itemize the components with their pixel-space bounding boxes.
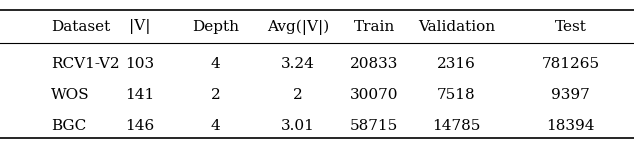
Text: Avg(|V|): Avg(|V|): [267, 19, 329, 35]
Text: 141: 141: [125, 88, 154, 102]
Text: 781265: 781265: [541, 57, 600, 71]
Text: RCV1-V2: RCV1-V2: [51, 57, 119, 71]
Text: 30070: 30070: [350, 88, 398, 102]
Text: Depth: Depth: [192, 20, 239, 34]
Text: Test: Test: [555, 20, 586, 34]
Text: 103: 103: [125, 57, 154, 71]
Text: 14785: 14785: [432, 119, 481, 133]
Text: |V|: |V|: [129, 19, 150, 35]
Text: 2: 2: [293, 88, 303, 102]
Text: 18394: 18394: [547, 119, 595, 133]
Text: 2316: 2316: [437, 57, 476, 71]
Text: 4: 4: [210, 57, 221, 71]
Text: BGC: BGC: [51, 119, 86, 133]
Text: Validation: Validation: [418, 20, 495, 34]
Text: 9397: 9397: [551, 88, 590, 102]
Text: 4: 4: [210, 119, 221, 133]
Text: 2: 2: [210, 88, 221, 102]
Text: 20833: 20833: [350, 57, 398, 71]
Text: Dataset: Dataset: [51, 20, 110, 34]
Text: Train: Train: [353, 20, 395, 34]
Text: 58715: 58715: [350, 119, 398, 133]
Text: WOS: WOS: [51, 88, 89, 102]
Text: 7518: 7518: [437, 88, 476, 102]
Text: 146: 146: [125, 119, 154, 133]
Text: 3.24: 3.24: [281, 57, 315, 71]
Text: 3.01: 3.01: [281, 119, 315, 133]
